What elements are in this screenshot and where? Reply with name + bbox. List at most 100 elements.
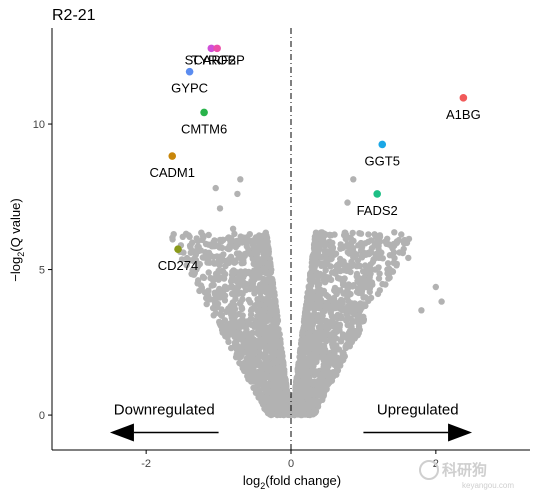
- background-point: [250, 384, 257, 391]
- background-point: [201, 254, 208, 261]
- background-point: [361, 250, 368, 257]
- background-point: [199, 232, 206, 239]
- gene-label-a1bg: A1BG: [446, 107, 481, 122]
- background-point: [293, 374, 301, 381]
- arrow-head: [109, 423, 134, 442]
- gene-label-scarf2: SCARF2: [185, 52, 236, 67]
- background-point: [259, 342, 266, 350]
- background-point: [384, 260, 392, 267]
- background-point: [257, 233, 264, 241]
- background-point: [322, 251, 330, 258]
- gene-point-scarf2: [207, 44, 216, 53]
- background-point: [296, 399, 303, 406]
- background-point: [223, 285, 231, 293]
- background-point: [183, 254, 191, 262]
- y-axis-title: −log2(Q value): [8, 198, 26, 281]
- y-tick-label: 10: [33, 119, 45, 131]
- background-point: [229, 225, 237, 232]
- background-point: [393, 262, 400, 269]
- x-tick-label: 0: [288, 458, 294, 470]
- background-point: [232, 354, 240, 361]
- background-point: [398, 231, 405, 238]
- background-point: [391, 254, 398, 262]
- background-point: [312, 334, 319, 341]
- background-point: [329, 355, 336, 362]
- background-point: [265, 284, 272, 291]
- background-point: [317, 260, 324, 267]
- background-point: [183, 261, 190, 269]
- background-point: [279, 372, 286, 379]
- background-point: [252, 376, 259, 383]
- downregulated-label: Downregulated: [114, 402, 215, 419]
- background-point: [277, 339, 284, 346]
- background-point: [307, 270, 314, 277]
- gene-point-tyrobp: [213, 44, 221, 53]
- background-point: [312, 407, 319, 414]
- background-point: [247, 311, 255, 318]
- background-point: [295, 379, 302, 387]
- background-point: [228, 290, 236, 297]
- background-point: [358, 283, 365, 290]
- background-point: [375, 254, 382, 261]
- arrow-head: [448, 423, 473, 442]
- background-point: [270, 402, 277, 410]
- background-point: [222, 332, 230, 339]
- background-point: [296, 349, 304, 356]
- background-point: [210, 259, 217, 266]
- background-point: [384, 235, 391, 242]
- background-point: [432, 283, 439, 291]
- background-point: [341, 232, 348, 239]
- background-point: [206, 296, 214, 303]
- background-point: [385, 270, 393, 277]
- background-point: [323, 317, 330, 325]
- background-point: [270, 306, 278, 313]
- background-point: [333, 325, 340, 332]
- background-point: [251, 348, 259, 356]
- background-point: [223, 308, 230, 315]
- chart-title: R2-21: [52, 7, 96, 24]
- background-point: [185, 232, 192, 239]
- background-point: [205, 231, 212, 239]
- gene-label-ggt5: GGT5: [365, 153, 400, 168]
- background-point: [306, 276, 313, 283]
- background-point: [351, 310, 358, 317]
- background-point: [311, 263, 318, 271]
- background-point: [218, 267, 226, 275]
- background-point: [303, 392, 310, 399]
- background-point: [220, 251, 227, 258]
- background-point: [198, 284, 206, 291]
- background-point: [391, 229, 398, 236]
- background-point: [250, 237, 257, 244]
- background-point: [218, 319, 225, 326]
- background-point: [234, 342, 241, 350]
- background-point: [332, 250, 340, 257]
- background-point: [335, 263, 342, 271]
- background-point: [321, 279, 329, 286]
- y-axis-ticks: 0 5 10: [33, 119, 52, 422]
- background-point: [323, 291, 330, 299]
- background-point: [307, 282, 315, 289]
- background-point: [334, 367, 342, 374]
- background-point: [257, 316, 264, 323]
- background-point: [216, 205, 224, 212]
- background-point: [322, 267, 329, 274]
- background-point: [202, 240, 210, 248]
- background-point: [304, 370, 312, 377]
- background-point: [262, 355, 270, 362]
- background-point: [233, 278, 240, 285]
- background-point: [367, 261, 374, 268]
- background-point: [366, 280, 374, 288]
- background-point: [276, 344, 284, 352]
- background-point: [244, 318, 251, 325]
- background-point: [300, 410, 307, 417]
- background-point: [303, 383, 311, 391]
- background-point: [332, 289, 340, 296]
- gene-point-cmtm6: [200, 108, 208, 117]
- background-point: [216, 262, 223, 269]
- background-point: [267, 375, 274, 382]
- background-point: [251, 288, 258, 295]
- background-point: [356, 230, 363, 237]
- background-point: [349, 327, 357, 334]
- background-point: [275, 379, 282, 386]
- background-point: [265, 248, 272, 255]
